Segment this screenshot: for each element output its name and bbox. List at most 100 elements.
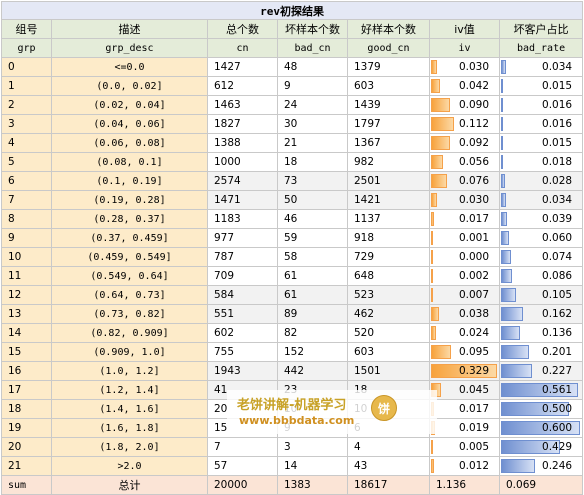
good-cn-cell: 729 [347, 247, 430, 267]
bad-cn-cell: 48 [277, 57, 348, 77]
bad-rate-cell: 0.105 [498, 285, 584, 305]
bad-cn-cell: 46 [277, 209, 348, 229]
bad-cn-cell: 59 [277, 228, 348, 248]
cn-cell: 1183 [207, 209, 278, 229]
header-iv-cn: iv值 [429, 19, 500, 39]
bad-cn-cell: 50 [277, 190, 348, 210]
cn-cell: 1388 [207, 133, 278, 153]
grp-cell: 8 [1, 209, 52, 229]
bad-rate-value: 0.034 [542, 61, 573, 73]
bad-rate-value: 0.028 [542, 175, 573, 187]
watermark-title: 老饼讲解-机器学习 [237, 398, 347, 413]
bad-rate-cell: 0.136 [498, 323, 584, 343]
sum-desc-cell: 总计 [51, 475, 208, 495]
iv-value: 0.007 [458, 289, 489, 301]
desc-cell: (0.909, 1.0] [51, 342, 208, 362]
sum-cn-cell: 20000 [207, 475, 278, 495]
iv-value: 0.329 [458, 365, 489, 377]
iv-bar [431, 60, 438, 74]
bad-rate-cell: 0.429 [498, 437, 584, 457]
good-cn-cell: 1439 [347, 95, 430, 115]
desc-cell: (0.19, 0.28] [51, 190, 208, 210]
iv-cell: 0.112 [429, 114, 500, 134]
table-row: 21 >2.0 57 14 43 0.012 0.246 [1, 456, 584, 476]
iv-value: 0.042 [458, 80, 489, 92]
desc-cell: (0.08, 0.1] [51, 152, 208, 172]
good-cn-cell: 520 [347, 323, 430, 343]
bad-rate-value: 0.500 [542, 403, 573, 415]
iv-value: 0.030 [458, 61, 489, 73]
iv-value: 0.090 [458, 99, 489, 111]
table-title: rev初探结果 [0, 1, 584, 20]
table-row: 13 (0.73, 0.82] 551 89 462 0.038 0.162 [1, 304, 584, 324]
grp-cell: 16 [1, 361, 52, 381]
table-row: 14 (0.82, 0.909] 602 82 520 0.024 0.136 [1, 323, 584, 343]
good-cn-cell: 982 [347, 152, 430, 172]
table-row: 6 (0.1, 0.19] 2574 73 2501 0.076 0.028 [1, 171, 584, 191]
header-cn-cn: 总个数 [207, 19, 278, 39]
iv-value: 0.002 [458, 270, 489, 282]
table-row: 8 (0.28, 0.37] 1183 46 1137 0.017 0.039 [1, 209, 584, 229]
grp-cell: 7 [1, 190, 52, 210]
iv-bar [431, 269, 434, 283]
iv-value: 0.076 [458, 175, 489, 187]
bad-rate-value: 0.060 [542, 232, 573, 244]
header-row-en: grp grp_desc cn bad_cn good_cn iv bad_ra… [1, 38, 584, 58]
bad-rate-value: 0.561 [542, 384, 573, 396]
grp-cell: 17 [1, 380, 52, 400]
bad-cn-cell: 61 [277, 285, 348, 305]
good-cn-cell: 523 [347, 285, 430, 305]
desc-cell: (0.64, 0.73] [51, 285, 208, 305]
grp-cell: 15 [1, 342, 52, 362]
bad-rate-value: 0.016 [542, 118, 573, 130]
bad-rate-value: 0.039 [542, 213, 573, 225]
iv-bar [431, 364, 498, 378]
bad-rate-value: 0.227 [542, 365, 573, 377]
bad-rate-value: 0.136 [542, 327, 573, 339]
bad-rate-value: 0.015 [542, 80, 573, 92]
bad-rate-bar [501, 155, 504, 169]
bad-rate-value: 0.105 [542, 289, 573, 301]
iv-cell: 0.076 [429, 171, 500, 191]
grp-cell: 0 [1, 57, 52, 77]
cn-cell: 1427 [207, 57, 278, 77]
iv-bar [431, 288, 434, 302]
bad-rate-bar [501, 345, 529, 359]
iv-value: 0.017 [458, 403, 489, 415]
bad-rate-value: 0.086 [542, 270, 573, 282]
good-cn-cell: 1501 [347, 361, 430, 381]
bad-cn-cell: 24 [277, 95, 348, 115]
table-row: 0 <=0.0 1427 48 1379 0.030 0.034 [1, 57, 584, 77]
iv-cell: 0.090 [429, 95, 500, 115]
bad-rate-cell: 0.016 [498, 114, 584, 134]
table-row: 20 (1.8, 2.0] 7 3 4 0.005 0.429 [1, 437, 584, 457]
iv-cell: 0.045 [429, 380, 500, 400]
iv-cell: 0.000 [429, 247, 500, 267]
bad-cn-cell: 82 [277, 323, 348, 343]
bad-rate-bar [501, 288, 516, 302]
bad-cn-cell: 14 [277, 456, 348, 476]
cn-cell: 1943 [207, 361, 278, 381]
good-cn-cell: 43 [347, 456, 430, 476]
iv-bar [431, 307, 440, 321]
grp-cell: 14 [1, 323, 52, 343]
grp-cell: 4 [1, 133, 52, 153]
header-desc-cn: 描述 [51, 19, 208, 39]
grp-cell: 21 [1, 456, 52, 476]
desc-cell: (1.8, 2.0] [51, 437, 208, 457]
bad-rate-cell: 0.086 [498, 266, 584, 286]
bad-rate-value: 0.162 [542, 308, 573, 320]
cn-cell: 7 [207, 437, 278, 457]
iv-cell: 0.019 [429, 418, 500, 438]
sum-bad-rate-cell: 0.069 [498, 475, 584, 495]
iv-bar [431, 174, 447, 188]
iv-cell: 0.017 [429, 399, 500, 419]
grp-cell: 13 [1, 304, 52, 324]
sum-row: sum 总计 20000 1383 18617 1.136 0.069 [1, 475, 584, 495]
bad-rate-cell: 0.561 [498, 380, 584, 400]
header-good-cn-en: good_cn [347, 38, 430, 58]
grp-cell: 19 [1, 418, 52, 438]
iv-bar [431, 136, 451, 150]
iv-cell: 0.056 [429, 152, 500, 172]
grp-cell: 3 [1, 114, 52, 134]
